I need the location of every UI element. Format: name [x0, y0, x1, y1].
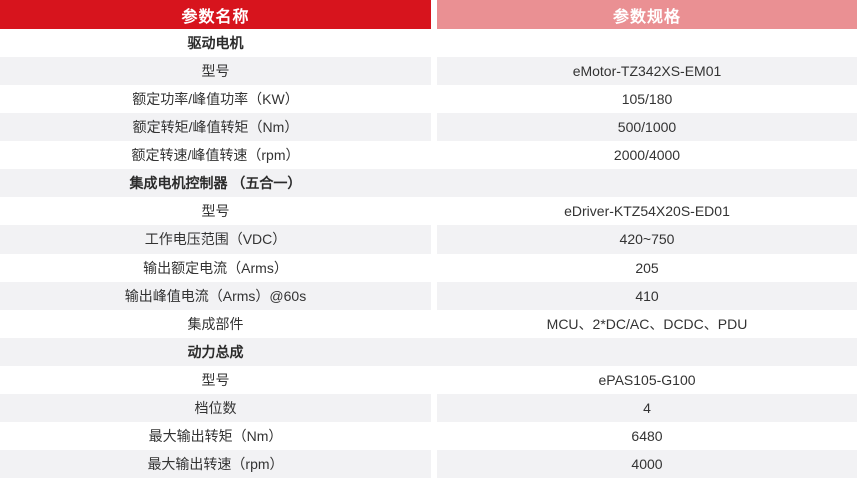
param-name-cell: 型号	[201, 203, 230, 220]
param-value-cell: ePAS105-G100	[598, 371, 696, 388]
param-value-cell: 410	[437, 281, 857, 310]
table-header: 参数名称 参数规格	[0, 0, 857, 29]
param-name-cell: 额定转速/峰值转速（rpm）	[131, 147, 300, 164]
param-name-cell: 集成部件	[187, 315, 244, 332]
param-name-cell: 最大输出转矩（Nm）	[148, 427, 283, 444]
table-row: 输出峰值电流（Arms）@60s 410	[0, 281, 857, 310]
table-row: 最大输出转速（rpm） 4000	[0, 449, 857, 478]
param-name-cell: 驱动电机	[187, 35, 244, 52]
table-row: 额定转速/峰值转速（rpm） 2000/4000	[0, 141, 857, 169]
param-name-cell: 档位数	[0, 393, 431, 422]
table-row: 工作电压范围（VDC） 420~750	[0, 225, 857, 254]
param-value-cell: 4000	[437, 449, 857, 478]
param-name-cell: 集成电机控制器 （五合一）	[129, 175, 302, 192]
table-row: 型号 eMotor-TZ342XS-EM01	[0, 57, 857, 86]
param-name-cell: 动力总成	[187, 343, 244, 360]
param-value-cell	[437, 29, 857, 57]
param-value-cell: 2000/4000	[613, 147, 681, 164]
param-name-cell: 额定转矩/峰值转矩（Nm）	[0, 113, 431, 142]
param-name-cell: 工作电压范围（VDC）	[0, 225, 431, 254]
section-row: 动力总成	[0, 337, 857, 366]
param-name-cell: 额定功率/峰值功率（KW）	[132, 91, 299, 108]
param-name-cell: 输出额定电流（Arms）	[143, 259, 288, 276]
param-name-cell: 型号	[0, 57, 431, 86]
param-value-cell: 500/1000	[437, 113, 857, 142]
param-value-cell: 420~750	[437, 225, 857, 254]
param-value-cell	[437, 169, 857, 197]
param-value-cell: 6480	[631, 427, 663, 444]
section-row: 驱动电机	[0, 29, 857, 57]
param-value-cell: 4	[437, 393, 857, 422]
param-value-cell: MCU、2*DC/AC、DCDC、PDU	[546, 315, 748, 332]
table-row: 额定功率/峰值功率（KW） 105/180	[0, 85, 857, 113]
header-param-name: 参数名称	[0, 0, 431, 29]
section-row: 集成电机控制器 （五合一）	[0, 169, 857, 198]
table-row: 型号 eDriver-KTZ54X20S-ED01	[0, 197, 857, 225]
column-gutter	[431, 0, 437, 29]
table-row: 额定转矩/峰值转矩（Nm） 500/1000	[0, 113, 857, 142]
header-param-spec: 参数规格	[437, 0, 857, 29]
param-value-cell	[437, 338, 857, 366]
table-rows: 驱动电机 型号 eMotor-TZ342XS-EM01 额定功率/峰值功率（KW…	[0, 29, 857, 478]
param-value-cell: eMotor-TZ342XS-EM01	[437, 57, 857, 86]
param-value-cell: eDriver-KTZ54X20S-ED01	[564, 203, 730, 220]
param-value-cell: 205	[635, 259, 659, 276]
param-name-cell: 输出峰值电流（Arms）@60s	[0, 281, 431, 310]
table-row: 集成部件 MCU、2*DC/AC、DCDC、PDU	[0, 310, 857, 338]
param-value-cell: 105/180	[621, 91, 673, 108]
param-name-cell: 型号	[201, 371, 230, 388]
table-row: 档位数 4	[0, 393, 857, 422]
param-name-cell: 最大输出转速（rpm）	[0, 449, 431, 478]
table-row: 型号 ePAS105-G100	[0, 366, 857, 394]
table-row: 最大输出转矩（Nm） 6480	[0, 422, 857, 450]
table-row: 输出额定电流（Arms） 205	[0, 254, 857, 282]
